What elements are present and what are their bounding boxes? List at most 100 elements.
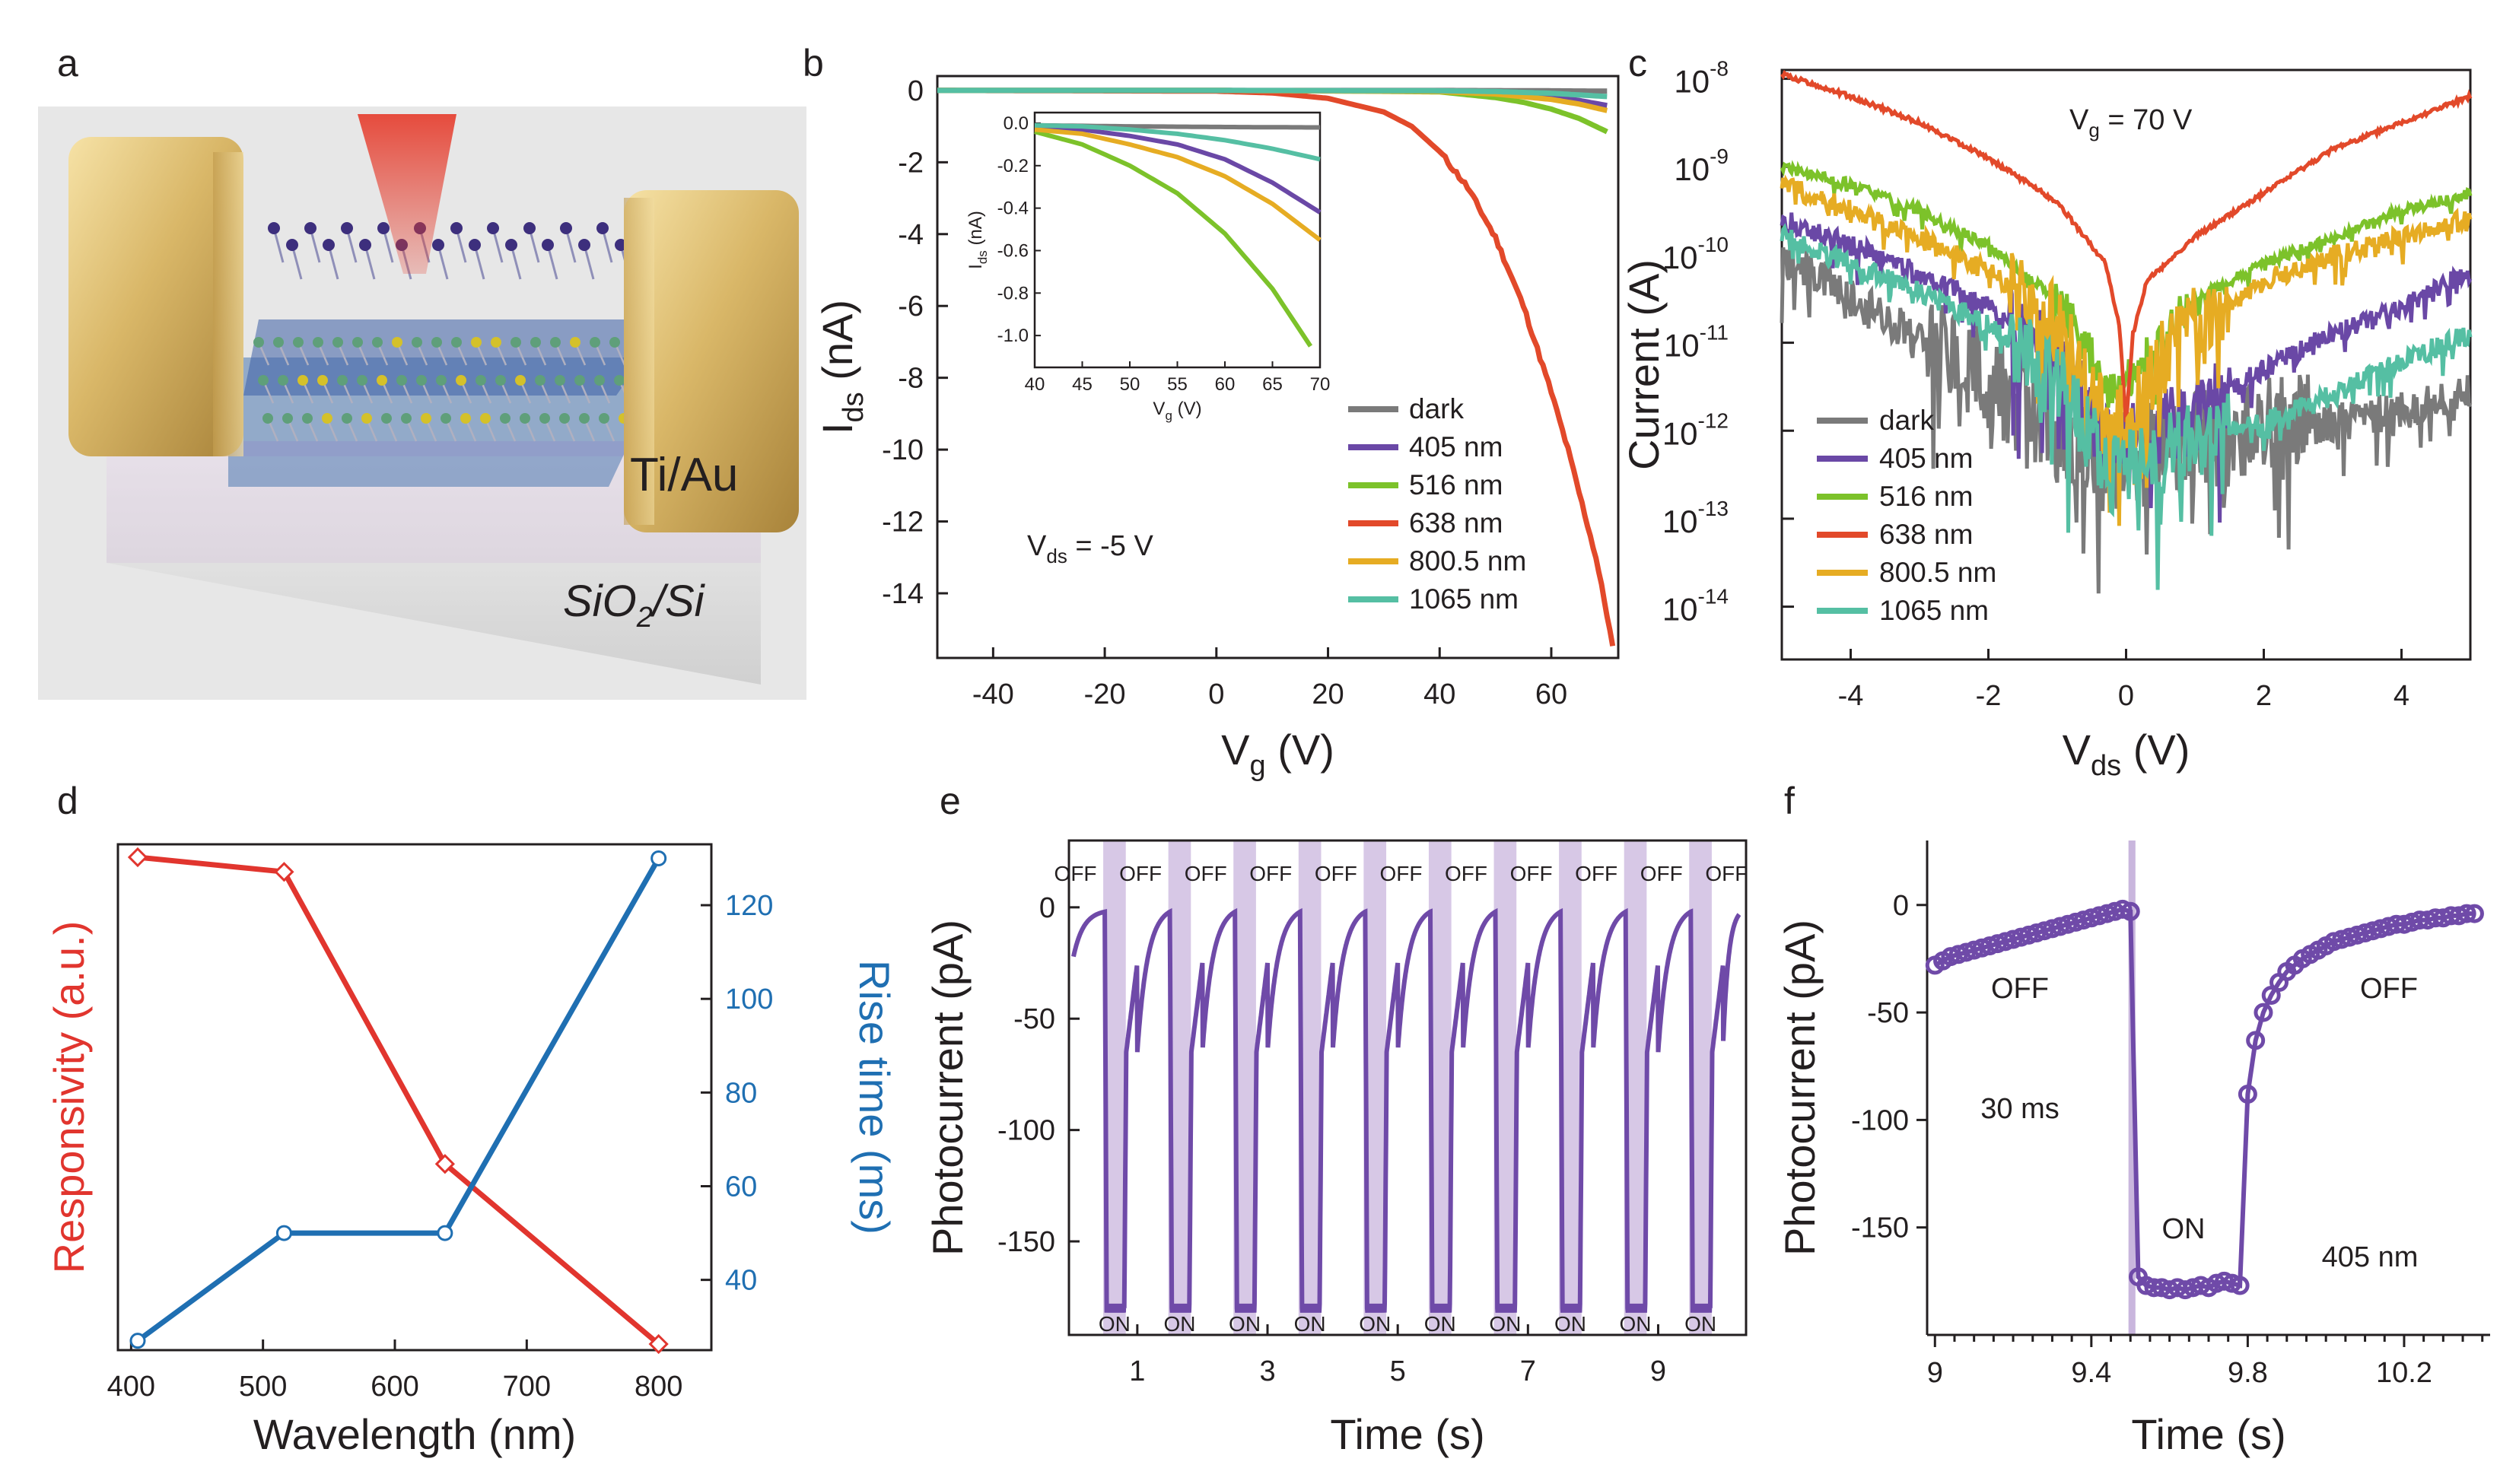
trace-marker (2457, 904, 2476, 923)
atom-lower (480, 413, 491, 424)
atom-lower (550, 337, 561, 348)
off-label: OFF (1575, 862, 1617, 885)
series-c-5 (1780, 223, 2473, 590)
y-tick-label-e: 0 (1039, 892, 1055, 924)
atom-top (578, 239, 590, 251)
y-tick-exponent-c: -8 (1710, 57, 1729, 81)
x-tick-label-b: 60 (1535, 678, 1567, 710)
atom-lower (412, 337, 422, 348)
on-label: ON (1294, 1312, 1326, 1336)
x-tick-label-b: 0 (1208, 678, 1224, 710)
y-tick-exponent-c: -10 (1698, 233, 1729, 256)
on-label: ON (1489, 1312, 1521, 1336)
x-tick-label-c: 0 (2118, 680, 2134, 712)
on-label: ON (1099, 1312, 1131, 1336)
off-label: OFF (1445, 862, 1487, 885)
off-label: OFF (1119, 862, 1162, 885)
y2-tick-label-d: 100 (725, 984, 773, 1015)
atom-lower (495, 375, 506, 386)
x-tick-label-e: 7 (1520, 1355, 1536, 1387)
x-axis-label-f: Time (s) (2131, 1410, 2285, 1458)
x-tick-label-d: 800 (635, 1371, 682, 1403)
y-tick-label-c: 10-13 (1662, 497, 1729, 539)
atom-lower (520, 413, 530, 424)
y-axis-label-f: Photocurrent (pA) (1776, 920, 1824, 1256)
on-label-f: ON (2162, 1213, 2206, 1245)
on-label: ON (1554, 1312, 1586, 1336)
on-label: ON (1229, 1312, 1261, 1336)
x-tick-label-d: 700 (503, 1371, 551, 1403)
substrate-sub: 2 (636, 602, 653, 634)
atom-top (560, 222, 572, 234)
right-electrode-side (624, 198, 654, 525)
atom-lower (253, 337, 264, 348)
y-tick-label-f: -100 (1851, 1104, 1909, 1136)
rise-time-point (437, 1225, 453, 1241)
x-tick-label-b: 40 (1423, 678, 1455, 710)
atom-top (304, 222, 316, 234)
x-tick-label-b: -20 (1084, 678, 1126, 710)
chart-f-single-cycle: 9 9.4 9.8 10.2 0 -50 -100 -150 Time (s) Photocurr… (1776, 841, 2490, 1458)
legend-label-b: 638 nm (1409, 507, 1503, 539)
substrate-block (107, 456, 761, 685)
atom-lower (476, 375, 486, 386)
atom-top (323, 239, 335, 251)
y2-axis-label-d: Rise time (ms) (851, 960, 899, 1235)
atom-lower (436, 375, 447, 386)
atom-lower (535, 375, 546, 386)
atom-lower (342, 413, 352, 424)
legend-label-c: 638 nm (1879, 519, 1973, 550)
responsivity-line (137, 854, 660, 1346)
on-label: ON (1359, 1312, 1391, 1336)
y-tick-label-c: 10-9 (1674, 145, 1729, 187)
atom-top (469, 239, 481, 251)
inset-y-tick-label: -0.8 (997, 283, 1029, 303)
y-tick-label-e: -50 (1013, 1003, 1055, 1035)
y-tick-exponent-c: -11 (1700, 321, 1729, 345)
off-label: OFF (1185, 862, 1227, 885)
y-tick-exponent-c: -14 (1698, 585, 1729, 609)
y2-tick-label-d: 80 (725, 1077, 757, 1109)
substrate-rest: /Si (650, 577, 706, 626)
x-tick-label-f: 9.8 (2228, 1357, 2268, 1389)
responsivity-point (274, 862, 294, 882)
atom-lower (574, 375, 585, 386)
inset-y-tick-label: -1.0 (997, 326, 1029, 346)
x-axis-label-e: Time (s) (1330, 1410, 1484, 1458)
trace-marker (2254, 1003, 2273, 1022)
atom-lower (555, 375, 565, 386)
atom-lower (609, 337, 620, 348)
trace-line (1933, 907, 2475, 1292)
y-tick-exponent-c: -12 (1698, 408, 1729, 432)
panel-letter-e: e (940, 780, 961, 822)
x-tick-label-e: 5 (1390, 1355, 1406, 1387)
atom-top (450, 222, 463, 234)
responsivity-point (434, 1154, 455, 1174)
series-c-2 (1780, 160, 2473, 434)
y-tick-label-b: -12 (882, 507, 924, 539)
x-tick-label-d: 600 (371, 1371, 418, 1403)
inset-y-tick-label: -0.6 (997, 240, 1029, 261)
series-c-4 (1780, 174, 2473, 526)
atom-lower (396, 375, 407, 386)
panel-letter-f: f (1784, 780, 1795, 822)
trace-marker (2246, 1031, 2266, 1050)
trace-marker (2464, 904, 2484, 923)
plot-frame-b (936, 75, 1620, 659)
y-tick-label-c: 10-8 (1674, 57, 1729, 100)
rise-time-line (135, 856, 661, 1343)
on-label: ON (1684, 1312, 1716, 1336)
legend-label-b: dark (1409, 393, 1464, 424)
y-tick-label-f: 0 (1893, 890, 1909, 922)
off-label: OFF (1379, 862, 1422, 885)
x-tick-label-d: 500 (239, 1371, 287, 1403)
y-axis-label-d: Responsivity (a.u.) (45, 921, 93, 1274)
inset-series-4 (1034, 122, 1321, 162)
rise-time-point (275, 1225, 292, 1241)
atom-lower (302, 413, 313, 424)
y-tick-exponent-c: -9 (1710, 145, 1729, 168)
on-label: ON (1620, 1312, 1652, 1336)
atom-lower (421, 413, 431, 424)
x-tick-label-f: 10.2 (2376, 1357, 2432, 1389)
inset-x-tick-label: 65 (1262, 374, 1283, 395)
